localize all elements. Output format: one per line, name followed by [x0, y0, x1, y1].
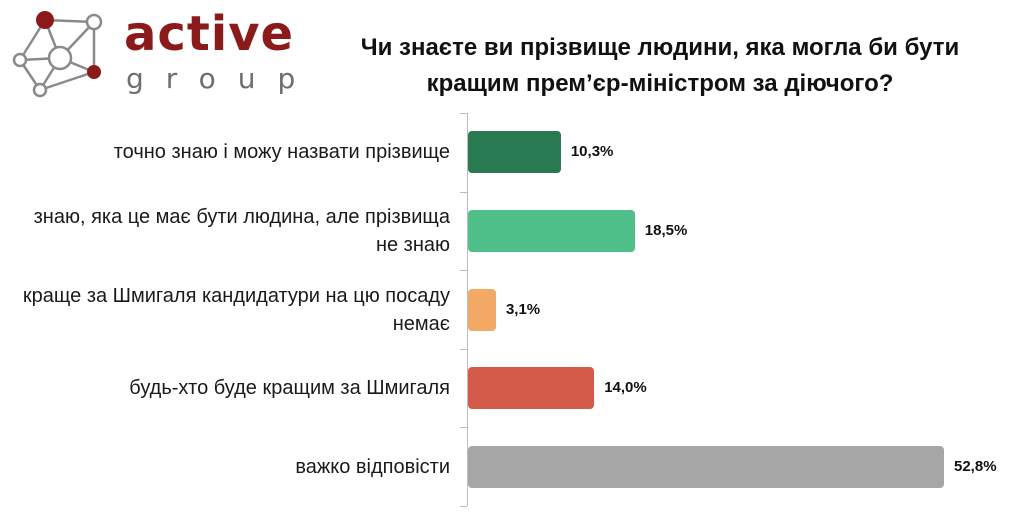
network-logo-icon: [12, 11, 103, 98]
category-label: важко відповісти: [295, 455, 450, 478]
logo-wordmark: active: [124, 6, 295, 62]
bar: [468, 209, 635, 252]
chart-title: Чи знаєте ви прізвище людини, яка могла …: [360, 34, 960, 97]
brand-logo: active group: [0, 0, 300, 110]
bar: [468, 131, 561, 174]
data-label: 18,5%: [644, 221, 688, 239]
axis-tick: [460, 270, 467, 272]
data-label: 14,0%: [604, 379, 647, 397]
axis-tick: [460, 348, 467, 350]
axis-tick: [460, 427, 467, 429]
axis-tick: [460, 191, 467, 193]
category-label: краще за Шмигаля кандидатури на цю посад…: [22, 284, 450, 335]
category-label: будь-хто буде кращим за Шмигаля: [129, 377, 450, 400]
axis-tick: [460, 113, 467, 114]
data-label: 3,1%: [505, 300, 541, 318]
category-label: точно знаю і можу назвати прізвище: [113, 141, 450, 164]
data-label: 52,8%: [954, 457, 997, 475]
data-label: 10,3%: [570, 143, 614, 161]
axis-tick: [460, 506, 467, 507]
category-axis: [467, 113, 468, 506]
bar: [468, 288, 496, 331]
bar: [468, 445, 944, 488]
logo-subtitle: group: [126, 62, 318, 95]
bar: [468, 367, 595, 410]
category-label: знаю, яка це має бути людина, але прізви…: [33, 205, 450, 256]
